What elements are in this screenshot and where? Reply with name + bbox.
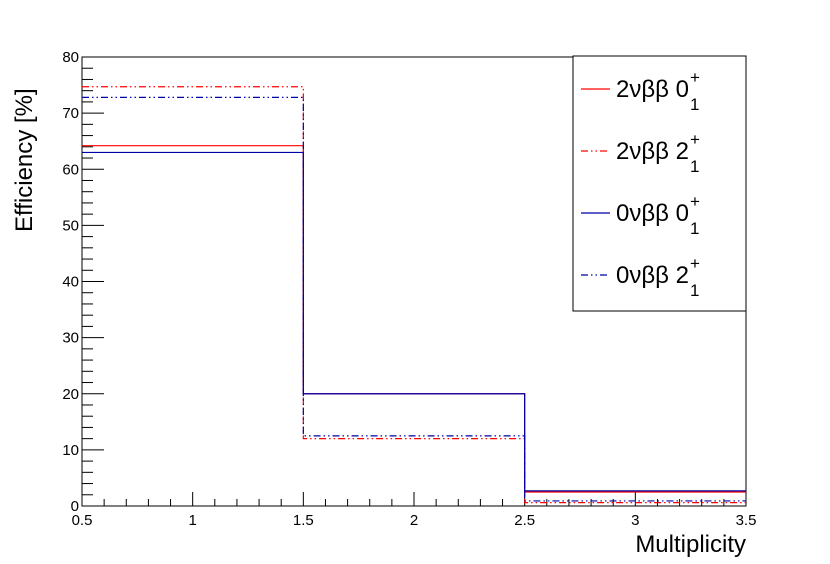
x-tick-label: 1.5 [293,512,314,529]
y-tick-label: 20 [62,386,79,403]
legend-label-superscript: + [690,130,700,149]
y-tick-label: 70 [62,105,79,122]
legend-label: 0νββ 0 [616,200,689,227]
legend-label-superscript: + [690,254,700,273]
legend-label-subscript: 1 [690,157,699,176]
series-line-4 [82,96,746,502]
legend-label-superscript: + [690,68,700,87]
series-line-2 [82,86,746,504]
y-tick-label: 60 [62,161,79,178]
y-tick-label: 10 [62,442,79,459]
y-axis-title: Efficiency [%] [11,88,38,232]
x-tick-label: 3.5 [736,512,757,529]
y-tick-label: 80 [62,49,79,66]
y-tick-label: 0 [71,498,79,515]
legend-label-subscript: 1 [690,219,699,238]
legend-label-subscript: 1 [690,95,699,114]
legend-label: 2νββ 2 [616,138,689,165]
x-tick-label: 2 [410,512,418,529]
y-tick-label: 30 [62,330,79,347]
series-line-3 [82,151,746,492]
series-layer [82,86,746,504]
y-tick-label: 50 [62,217,79,234]
legend-label-subscript: 1 [690,281,699,300]
x-tick-label: 0.5 [72,512,93,529]
legend-label-superscript: + [690,192,700,211]
legend-box [572,55,747,312]
x-tick-label: 2.5 [514,512,535,529]
y-tick-label: 40 [62,274,79,291]
x-axis-title: Multiplicity [635,531,746,558]
legend-label: 0νββ 2 [616,262,689,289]
x-axis: 0.5 1 1.5 2 2.5 3 3.5 [72,492,757,529]
x-tick-label: 1 [188,512,196,529]
y-axis: 0 10 20 30 40 50 60 70 80 [62,49,104,515]
legend-label: 2νββ 0 [616,76,689,103]
x-tick-label: 3 [631,512,639,529]
